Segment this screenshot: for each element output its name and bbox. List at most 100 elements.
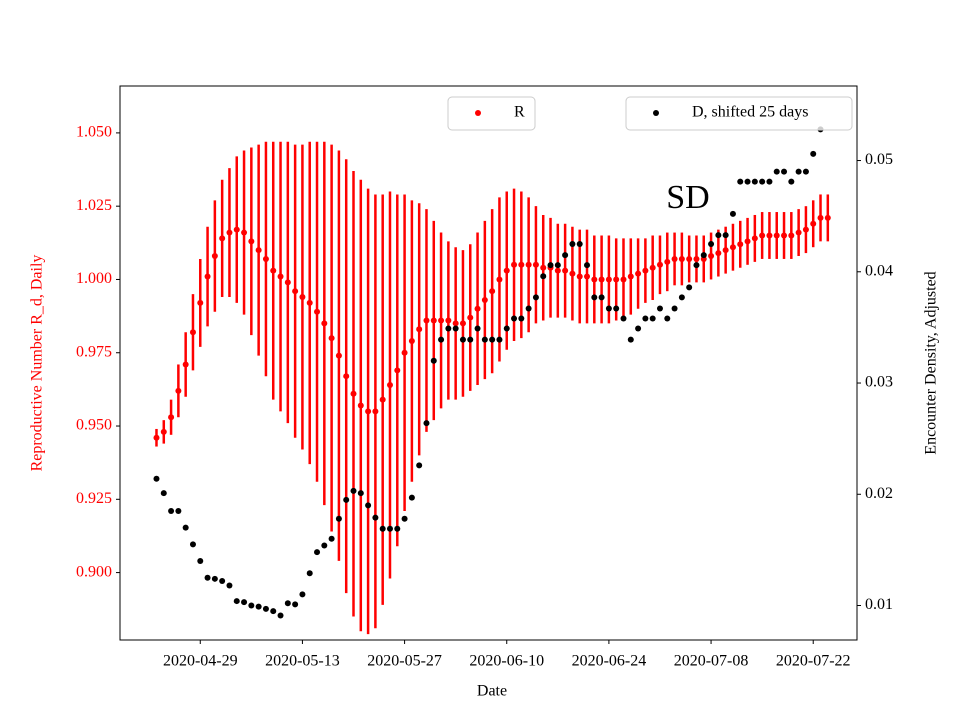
point: [802, 168, 809, 175]
point: [255, 247, 262, 254]
point: [664, 315, 671, 322]
point: [693, 262, 700, 269]
point: [321, 542, 328, 549]
point: [795, 168, 802, 175]
point: [445, 325, 452, 332]
point: [365, 502, 372, 509]
point: [671, 305, 678, 312]
point: [438, 317, 445, 324]
point: [656, 305, 663, 312]
point: [284, 600, 291, 607]
point: [700, 252, 707, 259]
point: [642, 315, 649, 322]
point: [605, 305, 612, 312]
point: [379, 525, 386, 532]
point: [379, 396, 386, 403]
point: [160, 490, 167, 497]
point: [722, 247, 729, 254]
x-axis-label: Date: [477, 683, 507, 700]
point: [459, 336, 466, 343]
point: [693, 255, 700, 262]
point: [277, 612, 284, 619]
point: [182, 524, 189, 531]
point: [773, 168, 780, 175]
point: [605, 276, 612, 283]
point: [270, 608, 277, 615]
point: [635, 325, 642, 332]
point: [211, 575, 218, 582]
point: [788, 178, 795, 185]
legend-box: [625, 96, 853, 131]
point: [321, 320, 328, 327]
point: [532, 261, 539, 268]
y2-tick-label: 0.02: [865, 485, 893, 502]
point: [547, 262, 554, 269]
point: [715, 250, 722, 257]
point: [328, 535, 335, 542]
point: [708, 253, 715, 260]
point: [350, 390, 357, 397]
point: [569, 270, 576, 277]
point: [518, 261, 525, 268]
point: [153, 434, 160, 441]
point: [189, 329, 196, 336]
point: [168, 414, 175, 421]
point: [416, 462, 423, 469]
point: [518, 315, 525, 322]
point: [175, 387, 182, 394]
point: [584, 273, 591, 280]
point: [182, 361, 189, 368]
point: [219, 578, 226, 585]
legend-label: D, shifted 25 days: [692, 104, 808, 121]
point: [255, 603, 262, 610]
point: [620, 315, 627, 322]
point: [773, 232, 780, 239]
point: [299, 294, 306, 301]
point: [678, 294, 685, 301]
point: [292, 288, 299, 295]
y2-tick-label: 0.04: [865, 262, 893, 279]
point: [241, 229, 248, 236]
legend-label: R: [514, 104, 525, 121]
point: [423, 317, 430, 324]
point: [562, 267, 569, 274]
point: [357, 490, 364, 497]
x-tick-label: 2020-07-08: [674, 653, 749, 670]
point: [576, 240, 583, 247]
annotation: SD: [666, 179, 709, 216]
point: [459, 320, 466, 327]
point: [686, 284, 693, 291]
x-tick-label: 2020-05-27: [367, 653, 442, 670]
point: [481, 296, 488, 303]
point: [627, 273, 634, 280]
point: [722, 232, 729, 239]
point: [357, 402, 364, 409]
point: [554, 262, 561, 269]
y-axis-label: Reproductive Number R_d, Daily: [29, 255, 46, 472]
point: [160, 428, 167, 435]
point: [226, 229, 233, 236]
point: [197, 299, 204, 306]
point: [810, 150, 817, 157]
y-tick-label: 0.900: [76, 563, 112, 580]
x-tick-label: 2020-05-13: [265, 653, 340, 670]
point: [781, 232, 788, 239]
point: [554, 267, 561, 274]
point: [248, 238, 255, 245]
point: [241, 599, 248, 606]
legend-marker: [653, 110, 659, 116]
point: [197, 558, 204, 565]
point: [802, 226, 809, 233]
point: [277, 273, 284, 280]
point: [591, 276, 598, 283]
point: [708, 240, 715, 247]
point: [613, 305, 620, 312]
point: [598, 276, 605, 283]
point: [751, 178, 758, 185]
point: [343, 373, 350, 380]
point: [795, 229, 802, 236]
y-tick-label: 0.925: [76, 490, 112, 507]
y2-tick-label: 0.01: [865, 596, 893, 613]
point: [503, 325, 510, 332]
